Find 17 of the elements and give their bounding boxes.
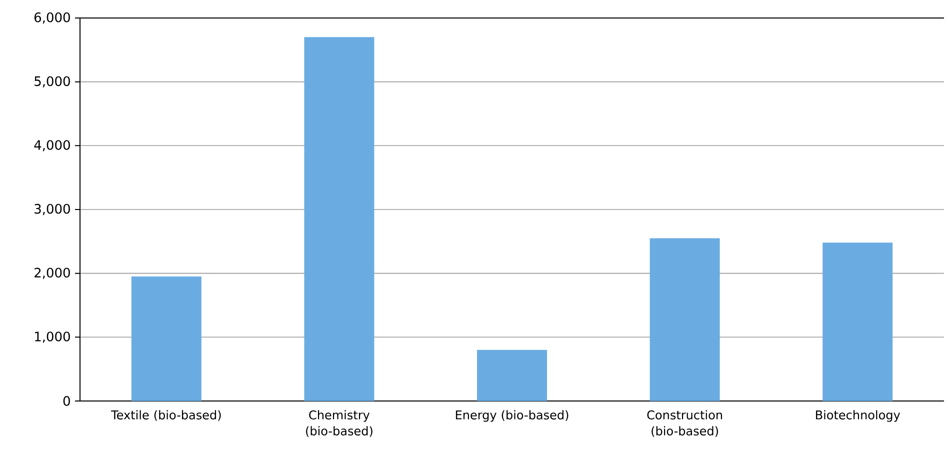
y-tick-label: 1,000 [35, 332, 70, 343]
y-tick-label: 2,000 [34, 268, 70, 279]
bar [304, 37, 374, 401]
x-tick-label: Biotechnology [816, 410, 900, 422]
y-tick-label: 0 [63, 396, 70, 406]
bar [477, 350, 548, 401]
bar [650, 238, 720, 401]
x-tick-label: Energy (bio-based) [456, 410, 568, 422]
y-tick-label: 6,000 [34, 12, 70, 24]
bar [822, 242, 893, 401]
x-tick-label: Chemistry (bio-based) [306, 410, 372, 437]
y-tick-label: 5,000 [34, 76, 70, 88]
bar [131, 276, 202, 401]
x-tick-label: Construction (bio-based) [647, 410, 722, 437]
y-tick-label: 3,000 [34, 204, 70, 216]
y-tick-label: 4,000 [34, 140, 70, 152]
x-tick-label: Textile (bio-based) [111, 410, 221, 421]
